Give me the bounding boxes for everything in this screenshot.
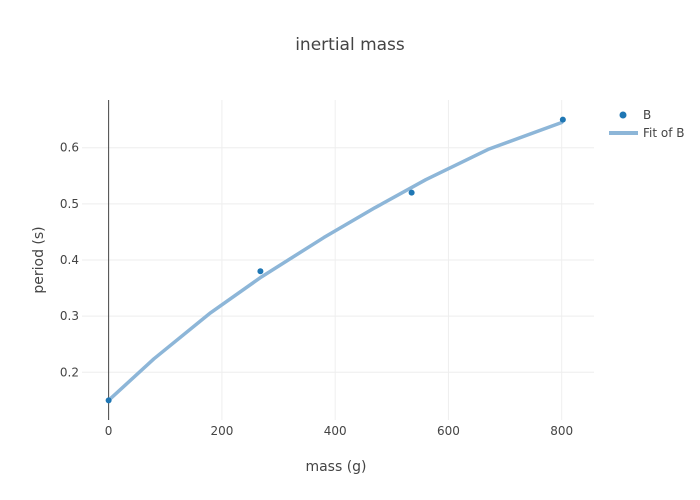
plot-area — [105, 116, 566, 404]
data-point[interactable] — [257, 268, 264, 275]
legend-marker-b — [619, 111, 627, 119]
x-tick-label: 600 — [437, 424, 460, 438]
y-axis-label: period (s) — [31, 226, 47, 293]
legend-label-fit-of-b: Fit of B — [643, 126, 685, 140]
y-tick-label: 0.4 — [60, 253, 79, 267]
fit-line — [106, 120, 564, 403]
legend-item-b[interactable]: B — [619, 108, 652, 122]
tick-labels: 0 200 400 600 800 0.2 0.3 0.4 0.5 0.6 — [60, 141, 573, 438]
chart-title: inertial mass — [295, 35, 405, 55]
y-tick-label: 0.6 — [60, 141, 79, 155]
x-axis-label: mass (g) — [305, 459, 366, 475]
data-point[interactable] — [105, 397, 112, 404]
y-tick-label: 0.2 — [60, 365, 79, 379]
x-tick-label: 0 — [105, 424, 113, 438]
data-point[interactable] — [559, 116, 566, 123]
grid — [82, 100, 594, 420]
legend[interactable]: B Fit of B — [609, 108, 685, 140]
y-tick-label: 0.5 — [60, 197, 79, 211]
legend-item-fit-of-b[interactable]: Fit of B — [609, 126, 685, 140]
legend-label-b: B — [643, 108, 651, 122]
data-point[interactable] — [408, 189, 415, 196]
x-tick-label: 200 — [210, 424, 233, 438]
y-tick-label: 0.3 — [60, 309, 79, 323]
x-tick-label: 400 — [324, 424, 347, 438]
x-tick-label: 800 — [550, 424, 573, 438]
